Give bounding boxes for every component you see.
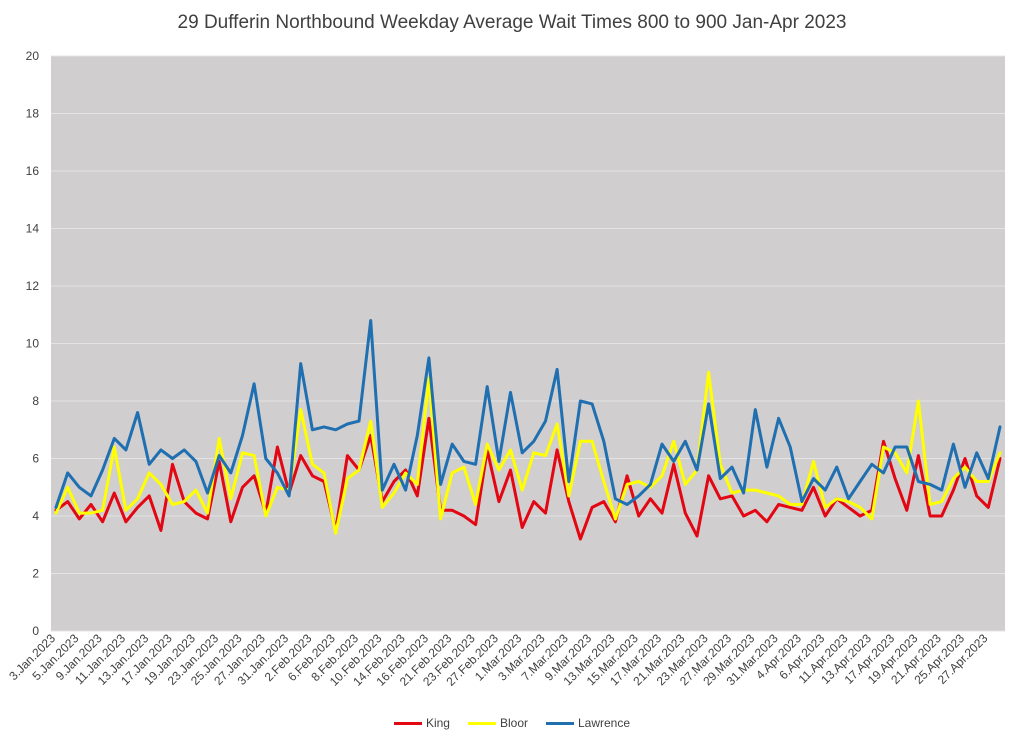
y-tick-label: 4	[32, 509, 39, 523]
y-tick-label: 12	[26, 279, 40, 293]
legend-label: Lawrence	[578, 716, 631, 730]
y-axis-ticks: 0 2 4 6 8 10 12 14 16 18 20	[26, 49, 40, 638]
legend-label: Bloor	[499, 716, 528, 730]
series-lines	[54, 319, 1002, 541]
legend-item-lawrence: Lawrence	[546, 716, 630, 730]
y-tick-label: 6	[32, 452, 39, 466]
y-tick-label: 0	[32, 624, 39, 638]
y-tick-label: 16	[26, 164, 40, 178]
legend-item-king: King	[393, 716, 450, 730]
series-line-lawrence	[54, 319, 1002, 509]
x-axis-ticks: 3.Jan.20235.Jan.20239.Jan.202311.Jan.202…	[6, 631, 990, 689]
legend-swatch	[467, 721, 496, 725]
y-tick-label: 14	[26, 222, 40, 236]
y-tick-label: 2	[32, 567, 39, 581]
series-line-king	[54, 416, 1002, 541]
y-tick-label: 8	[32, 394, 39, 408]
chart-title: 29 Dufferin Northbound Weekday Average W…	[177, 12, 847, 33]
grid-lines	[51, 55, 1005, 632]
y-tick-label: 18	[26, 107, 40, 121]
legend-label: King	[425, 716, 450, 730]
y-tick-label: 10	[26, 337, 40, 351]
legend-swatch	[546, 721, 574, 725]
legend-swatch	[393, 721, 422, 725]
legend-item-bloor: Bloor	[467, 716, 528, 730]
chart-legend: King Bloor Lawrence	[0, 716, 1024, 730]
y-tick-label: 20	[26, 49, 40, 63]
